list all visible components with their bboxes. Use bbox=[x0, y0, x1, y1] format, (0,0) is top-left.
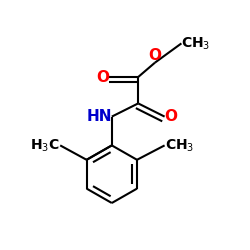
Text: O: O bbox=[96, 70, 110, 84]
Text: O: O bbox=[164, 109, 177, 124]
Text: O: O bbox=[148, 48, 162, 62]
Text: CH$_3$: CH$_3$ bbox=[182, 35, 211, 52]
Text: HN: HN bbox=[86, 109, 112, 124]
Text: H$_3$C: H$_3$C bbox=[30, 137, 60, 154]
Text: CH$_3$: CH$_3$ bbox=[164, 137, 194, 154]
